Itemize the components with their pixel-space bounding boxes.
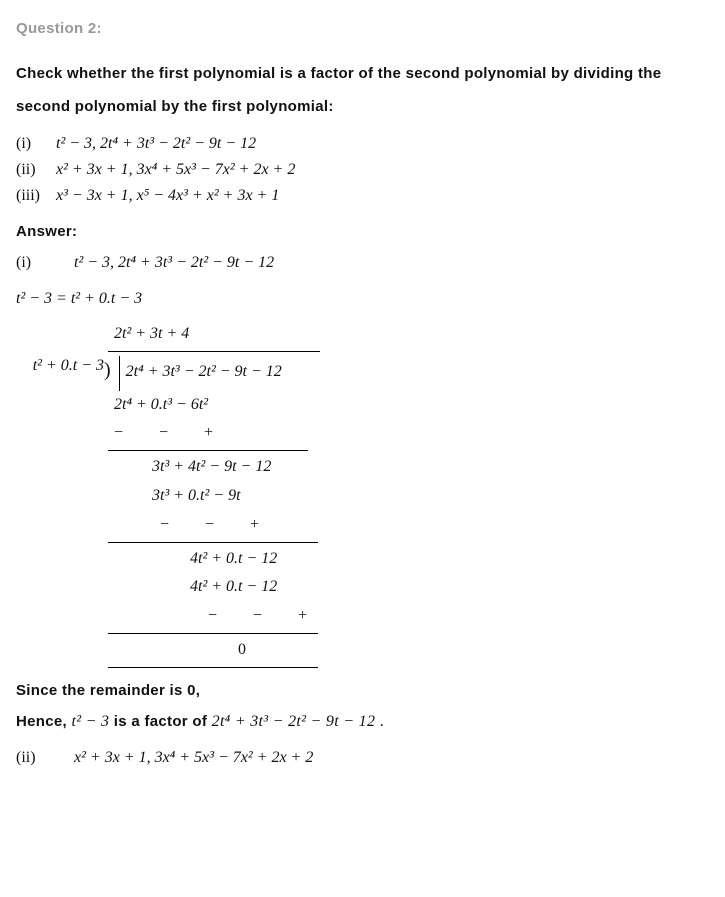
question-title: Question 2: — [16, 20, 709, 37]
poly-ii: x² + 3x + 1, 3x⁴ + 5x³ − 7x² + 2x + 2 — [56, 161, 295, 178]
ld-step2-sub: 3t³ + 0.t² − 9t — [108, 482, 709, 511]
conclusion-line2: Hence, t² − 3 is a factor of 2t⁴ + 3t³ −… — [16, 713, 709, 731]
ld-step1-signs: − − + — [108, 419, 709, 448]
ld-step3-sub: 4t² + 0.t − 12 — [108, 573, 709, 602]
ld-step2-carry: 3t³ + 4t² − 9t − 12 — [108, 453, 709, 482]
answer-i-polys: t² − 3, 2t⁴ + 3t³ − 2t² − 9t − 12 — [74, 254, 274, 271]
label-ans-ii: (ii) — [16, 749, 52, 767]
label-ii: (ii) — [16, 161, 52, 179]
answer-ii-header: (ii) x² + 3x + 1, 3x⁴ + 5x³ − 7x² + 2x +… — [16, 749, 709, 767]
ld-step2-signs: − − + — [108, 511, 709, 540]
ld-rule-3 — [108, 633, 318, 634]
concl-end: . — [380, 713, 384, 730]
item-i: (i) t² − 3, 2t⁴ + 3t³ − 2t² − 9t − 12 — [16, 135, 709, 153]
answer-ii-polys: x² + 3x + 1, 3x⁴ + 5x³ − 7x² + 2x + 2 — [74, 749, 313, 766]
question-prompt: Check whether the first polynomial is a … — [16, 57, 709, 123]
ld-divisor: t² + 0.t − 3 — [16, 352, 104, 381]
ld-step3-signs: − − + — [108, 602, 709, 631]
ld-quotient: 2t² + 3t + 4 — [108, 320, 320, 352]
poly-iii: x³ − 3x + 1, x⁵ − 4x³ + x² + 3x + 1 — [56, 187, 279, 204]
poly-i: t² − 3, 2t⁴ + 3t³ − 2t² − 9t − 12 — [56, 135, 256, 152]
ld-remainder: 0 — [108, 636, 709, 665]
ld-dividend: 2t⁴ + 3t³ − 2t² − 9t − 12 — [119, 356, 288, 391]
conclusion-line1: Since the remainder is 0, — [16, 682, 709, 699]
label-ans-i: (i) — [16, 254, 52, 272]
item-iii: (iii) x³ − 3x + 1, x⁵ − 4x³ + x² + 3x + … — [16, 187, 709, 205]
long-division: 2t² + 3t + 4 t² + 0.t − 3) 2t⁴ + 3t³ − 2… — [16, 320, 709, 668]
ld-step3-carry: 4t² + 0.t − 12 — [108, 545, 709, 574]
rewrite-divisor: t² − 3 = t² + 0.t − 3 — [16, 290, 709, 308]
ld-step1-sub: 2t⁴ + 0.t³ − 6t² — [108, 391, 709, 420]
ld-rule-4 — [108, 667, 318, 668]
item-ii: (ii) x² + 3x + 1, 3x⁴ + 5x³ − 7x² + 2x +… — [16, 161, 709, 179]
label-iii: (iii) — [16, 187, 52, 205]
answer-label: Answer: — [16, 223, 709, 240]
ld-rule-1 — [108, 450, 308, 451]
answer-i-header: (i) t² − 3, 2t⁴ + 3t³ − 2t² − 9t − 12 — [16, 254, 709, 272]
ld-rule-2 — [108, 542, 318, 543]
label-i: (i) — [16, 135, 52, 153]
concl-m2: 2t⁴ + 3t³ − 2t² − 9t − 12 — [212, 713, 376, 730]
concl-m1: t² − 3 — [71, 713, 109, 730]
concl-pre: Hence, — [16, 713, 71, 730]
concl-mid: is a factor of — [114, 713, 212, 730]
